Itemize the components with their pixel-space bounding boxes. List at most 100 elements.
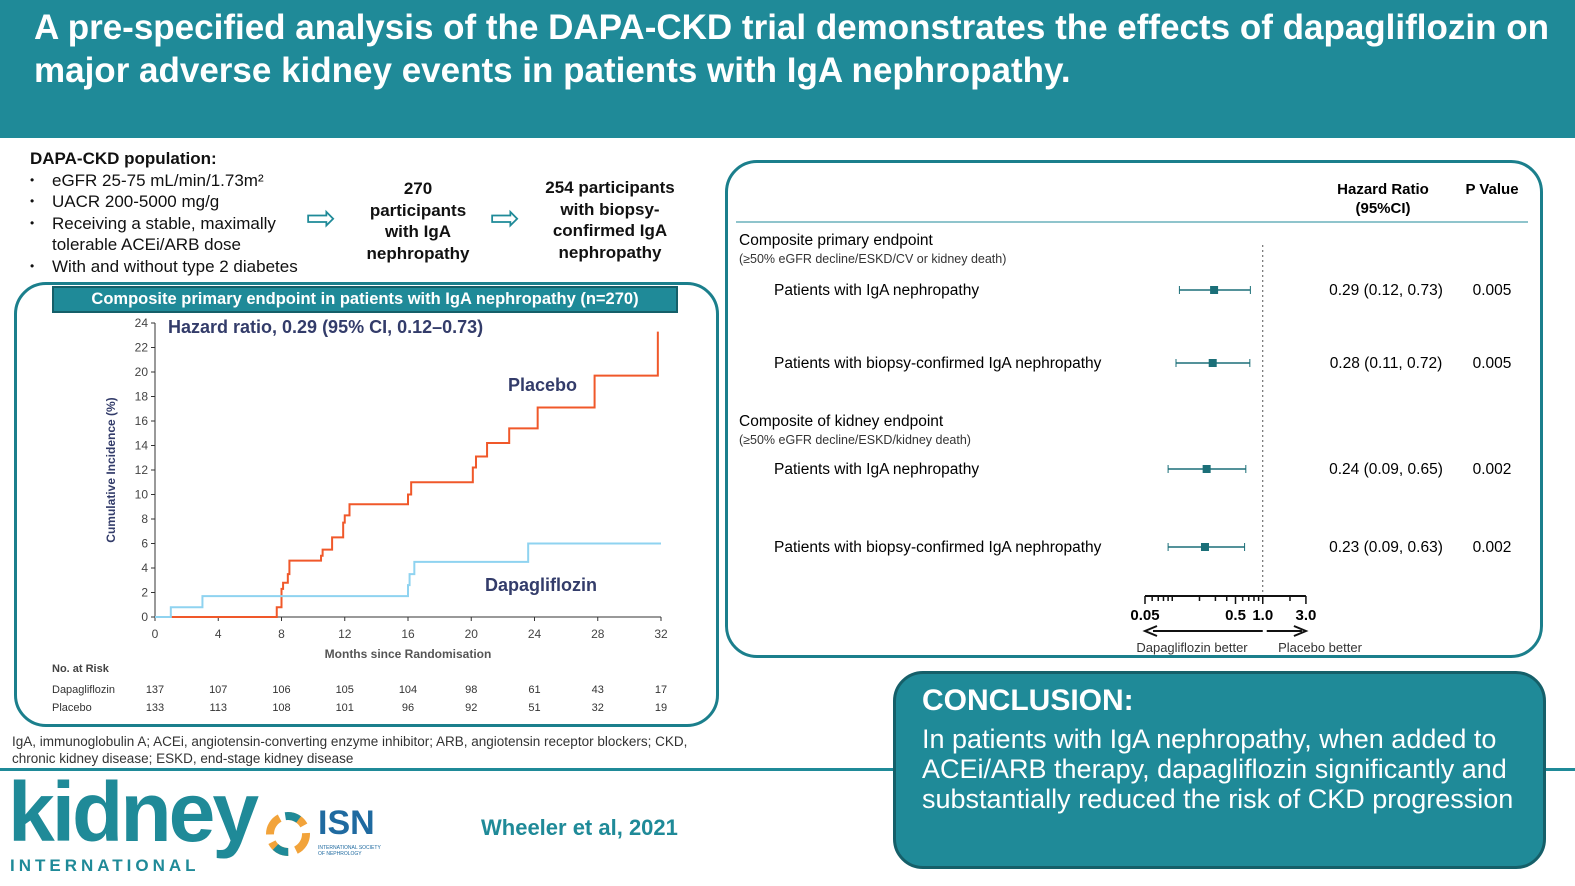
risk-label-dapagliflozin: Dapagliflozin [52,684,115,696]
risk-count: 17 [654,684,668,696]
p-value: 0.002 [1473,539,1512,556]
forest-plot: Hazard Ratio (95%CI) P Value Composite prim… [736,181,1528,655]
y-tick-label: 12 [135,463,149,477]
group-title: Composite primary endpoint [739,232,934,249]
y-tick-label: 6 [141,537,148,551]
population-heading: DAPA-CKD population: [30,149,217,168]
hr-value: 0.24 (0.09, 0.65) [1329,461,1443,478]
risk-count: 92 [465,702,478,714]
x-tick-label: 0 [152,627,159,641]
risk-count: 133 [145,702,165,714]
kidney-logo-sub: INTERNATIONAL [10,856,200,875]
hr-value: 0.23 (0.09, 0.63) [1329,539,1443,556]
risk-count: 104 [398,684,418,696]
y-tick-label: 0 [141,610,148,624]
y-tick-label: 24 [135,316,149,330]
y-tick-label: 18 [135,390,149,404]
group-title: Composite of kidney endpoint [739,413,944,430]
right-arrow-icon: ⇨ [306,197,337,238]
forest-x-tick-label: 1.0 [1252,607,1273,624]
x-tick-label: 12 [338,627,352,641]
criterion: With and without type 2 diabetes [30,256,300,278]
favours-right-label: Placebo better [1278,640,1363,655]
series-label-placebo: Placebo [508,375,577,395]
group-subtitle: (≥50% eGFR decline/ESKD/kidney death) [739,433,971,447]
isn-logo-sub: INTERNATIONAL SOCIETY OF NEPHROLOGY [318,845,381,857]
right-arrow-icon [1266,625,1309,637]
criterion: eGFR 25-75 mL/min/1.73m² [30,170,300,192]
hr-point [1200,543,1209,551]
isn-logo: ISN [318,804,375,842]
risk-count: 32 [591,702,604,714]
x-axis-label: Months since Randomisation [325,647,492,661]
risk-label-placebo: Placebo [52,702,92,714]
p-value: 0.005 [1473,282,1512,299]
x-tick-label: 8 [278,627,285,641]
risk-count: 105 [335,684,354,696]
x-tick-label: 32 [654,627,668,641]
risk-count: 106 [272,684,291,696]
right-arrow-icon: ⇨ [490,197,521,238]
hr-point [1210,286,1219,294]
risk-count: 107 [209,684,228,696]
criterion: UACR 200-5000 mg/g [30,191,300,213]
divider [0,768,1575,771]
y-tick-label: 16 [135,414,149,428]
conclusion-heading: CONCLUSION: [922,684,1134,717]
risk-count: 51 [528,702,541,714]
left-arrow-icon [1142,625,1263,637]
page-title: A pre-specified analysis of the DAPA-CKD… [0,0,1575,138]
risk-count: 101 [335,702,354,714]
km-panel [14,282,719,727]
footnote: IgA, immunoglobulin A; ACEi, angiotensin… [12,734,688,766]
citation: Wheeler et al, 2021 [481,815,678,840]
km-line-dapagliflozin [155,542,661,618]
x-tick-label: 20 [465,627,479,641]
risk-count: 96 [401,702,415,714]
forest-x-tick-label: 3.0 [1295,607,1316,624]
group-subtitle: (≥50% eGFR decline/ESKD/CV or kidney dea… [739,252,1006,266]
row-label: Patients with IgA nephropathy [774,461,979,478]
x-tick-label: 4 [215,627,222,641]
conclusion-box: CONCLUSION: In patients with IgA nephrop… [893,671,1546,869]
hr-point [1202,465,1211,473]
series-label-dapagliflozin: Dapagliflozin [485,575,597,595]
hazard-ratio-annotation: Hazard ratio, 0.29 (95% CI, 0.12–0.73) [168,317,483,337]
forest-x-tick-label: 0.5 [1225,607,1246,624]
y-tick-label: 20 [135,365,149,379]
y-tick-label: 8 [141,512,148,526]
y-tick-label: 10 [135,488,149,502]
risk-count: 113 [209,702,228,714]
forest-panel [725,160,1543,658]
x-tick-label: 16 [401,627,415,641]
risk-heading: No. at Risk [52,663,109,675]
y-tick-label: 2 [141,586,148,600]
column-header-hr: Hazard Ratio [1337,181,1429,198]
p-value: 0.005 [1473,355,1512,372]
population-criteria: DAPA-CKD population: eGFR 25-75 mL/min/1… [30,148,300,277]
y-tick-label: 4 [141,561,148,575]
risk-count: 108 [272,702,291,714]
x-tick-label: 28 [591,627,605,641]
y-tick-label: 22 [135,341,149,355]
conclusion-text: In patients with IgA nephropathy, when a… [922,724,1514,814]
row-label: Patients with IgA nephropathy [774,282,979,299]
column-header-ci: (95%CI) [1355,200,1410,217]
hr-value: 0.28 (0.11, 0.72) [1330,355,1443,372]
risk-count: 98 [465,684,478,696]
isn-logo-icon [266,812,310,856]
y-tick-label: 14 [135,439,149,453]
risk-count: 137 [145,684,165,696]
risk-count: 43 [591,684,604,696]
risk-count: 61 [528,684,541,696]
x-tick-label: 24 [528,627,542,641]
row-label: Patients with biopsy-confirmed IgA nephr… [774,539,1102,556]
forest-x-tick-label: 0.05 [1130,607,1159,624]
column-header-p: P Value [1465,181,1518,198]
flow-step-254: 254 participants with biopsy-confirmed I… [545,178,675,262]
km-panel-title: Composite primary endpoint in patients w… [52,286,678,313]
y-axis-label: Cumulative Incidence (%) [104,397,118,542]
flow-step-270: 270 participants with IgA nephropathy [366,179,470,263]
favours-left-label: Dapagliflozin better [1136,640,1248,655]
